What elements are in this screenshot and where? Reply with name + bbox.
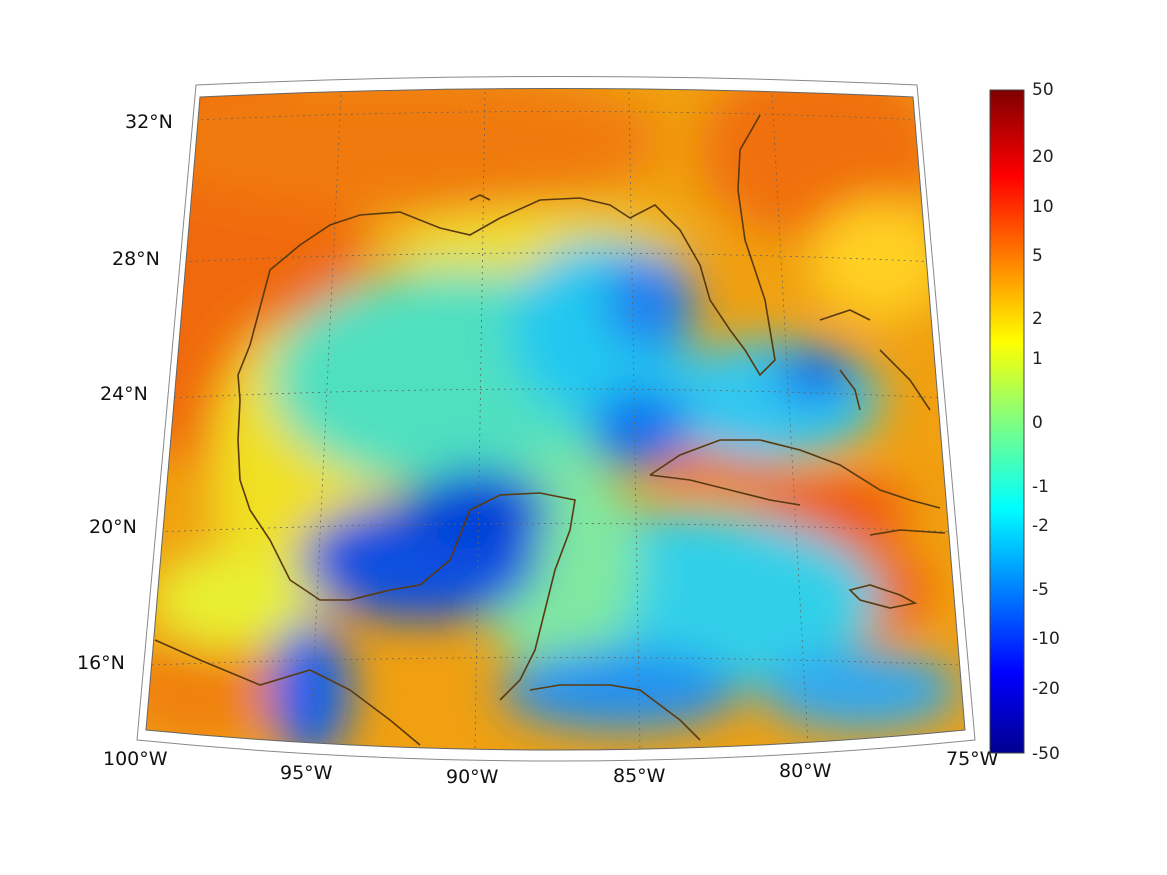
colorbar-label: -5: [1032, 580, 1049, 600]
lon-tick-90: 90°W: [446, 766, 499, 788]
lat-tick-24: 24°N: [100, 383, 148, 405]
lon-tick-80: 80°W: [779, 760, 832, 782]
colorbar-label: -1: [1032, 477, 1049, 497]
colorbar-label: -50: [1032, 744, 1060, 764]
graticule: [151, 91, 963, 750]
colorbar-label: 0: [1032, 413, 1043, 433]
lon-tick-100: 100°W: [103, 748, 168, 770]
lat-tick-labels: 32°N 28°N 24°N 20°N 16°N: [77, 111, 173, 674]
lat-tick-32: 32°N: [125, 111, 173, 133]
lon-tick-labels: 100°W 95°W 90°W 85°W 80°W 75°W: [103, 748, 999, 788]
map-frame-outer: [136, 76, 976, 762]
lat-tick-16: 16°N: [77, 652, 125, 674]
lon-tick-75: 75°W: [946, 748, 999, 770]
coastline: [154, 114, 946, 746]
colorbar-label: -20: [1032, 679, 1060, 699]
colorbar-label: 2: [1032, 309, 1043, 329]
colorbar-label: 10: [1032, 197, 1054, 217]
lon-tick-95: 95°W: [280, 762, 333, 784]
lon-tick-85: 85°W: [613, 765, 666, 787]
colorbar-label: 50: [1032, 80, 1054, 100]
lat-tick-28: 28°N: [112, 248, 160, 270]
lat-tick-20: 20°N: [89, 516, 137, 538]
colorbar-label: -2: [1032, 516, 1049, 536]
colorbar-label: 5: [1032, 246, 1043, 266]
colorbar-label: 1: [1032, 349, 1043, 369]
heatmap-field: [146, 88, 965, 750]
colorbar-gradient: [989, 89, 1025, 754]
map-frame: [145, 88, 966, 751]
colorbar-label: 20: [1032, 147, 1054, 167]
colorbar-label: -10: [1032, 629, 1060, 649]
